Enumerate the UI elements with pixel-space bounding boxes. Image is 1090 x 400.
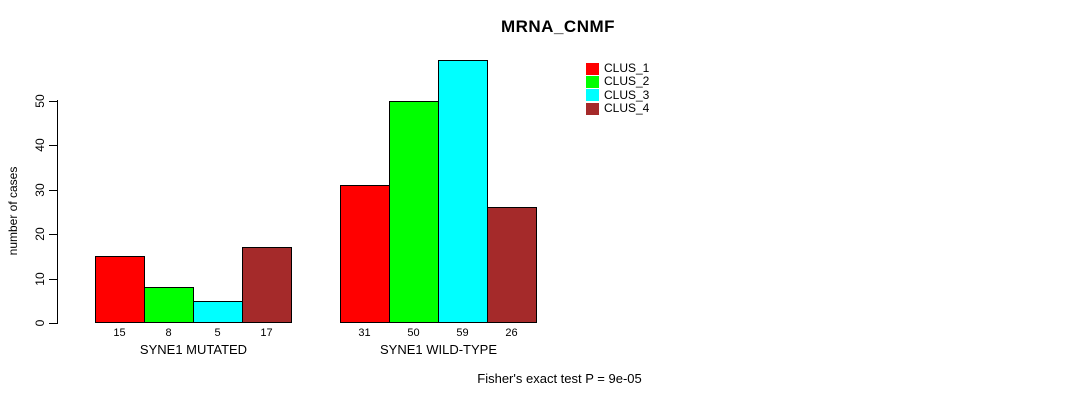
- y-axis-tick-label: 0: [33, 319, 47, 327]
- legend-item: CLUS_2: [586, 75, 649, 88]
- bar-value-label: 15: [113, 327, 126, 339]
- group-label: SYNE1 MUTATED: [139, 342, 248, 357]
- bar-clus_4: [487, 207, 537, 323]
- bar-value-label: 50: [407, 327, 420, 339]
- y-axis-tick: [49, 145, 57, 146]
- bar-clus_3: [193, 300, 243, 323]
- legend-item: CLUS_1: [586, 62, 649, 75]
- bar-clus_2: [144, 287, 194, 323]
- bar-clus_3: [438, 60, 488, 323]
- legend-label: CLUS_3: [604, 87, 650, 102]
- chart-title: MRNA_CNMF: [500, 17, 616, 36]
- legend-item: CLUS_4: [586, 102, 649, 115]
- legend-label: CLUS_2: [604, 74, 650, 89]
- bar-clus_4: [242, 247, 292, 323]
- y-axis-tick: [49, 189, 57, 191]
- bar-value-label: 8: [165, 327, 172, 339]
- y-axis-tick: [49, 323, 57, 324]
- y-axis-tick-label: 20: [33, 227, 47, 241]
- legend-label: CLUS_1: [604, 61, 650, 76]
- legend-swatch: [586, 89, 599, 102]
- y-axis-tick: [49, 278, 57, 280]
- bar-value-label: 17: [260, 327, 273, 339]
- bar-value-label: 5: [214, 327, 221, 339]
- group-label: SYNE1 WILD-TYPE: [379, 342, 498, 357]
- legend: CLUS_1 CLUS_2 CLUS_3 CLUS_4: [586, 62, 649, 115]
- y-axis-tick: [49, 234, 57, 235]
- y-axis-label: number of cases: [6, 166, 20, 256]
- legend-label: CLUS_4: [604, 101, 650, 116]
- legend-swatch: [586, 62, 599, 75]
- y-axis-tick-label: 10: [33, 271, 47, 286]
- bar-value-label: 31: [358, 327, 371, 339]
- bar-value-label: 59: [456, 327, 469, 339]
- legend-item: CLUS_3: [586, 87, 650, 102]
- y-axis-tick-label: 30: [33, 182, 47, 197]
- bar-clus_1: [95, 256, 145, 323]
- fisher-test-annotation: Fisher's exact test P = 9e-05: [477, 371, 642, 386]
- y-axis-line: [57, 100, 58, 324]
- y-axis-tick: [49, 100, 57, 102]
- bar-value-label: 26: [505, 327, 518, 339]
- legend-swatch: [586, 102, 599, 115]
- bar-clus_1: [340, 185, 390, 323]
- bar-clus_2: [389, 100, 439, 323]
- legend-swatch: [586, 75, 599, 88]
- y-axis-tick-label: 50: [33, 93, 47, 108]
- y-axis-tick-label: 40: [33, 138, 47, 152]
